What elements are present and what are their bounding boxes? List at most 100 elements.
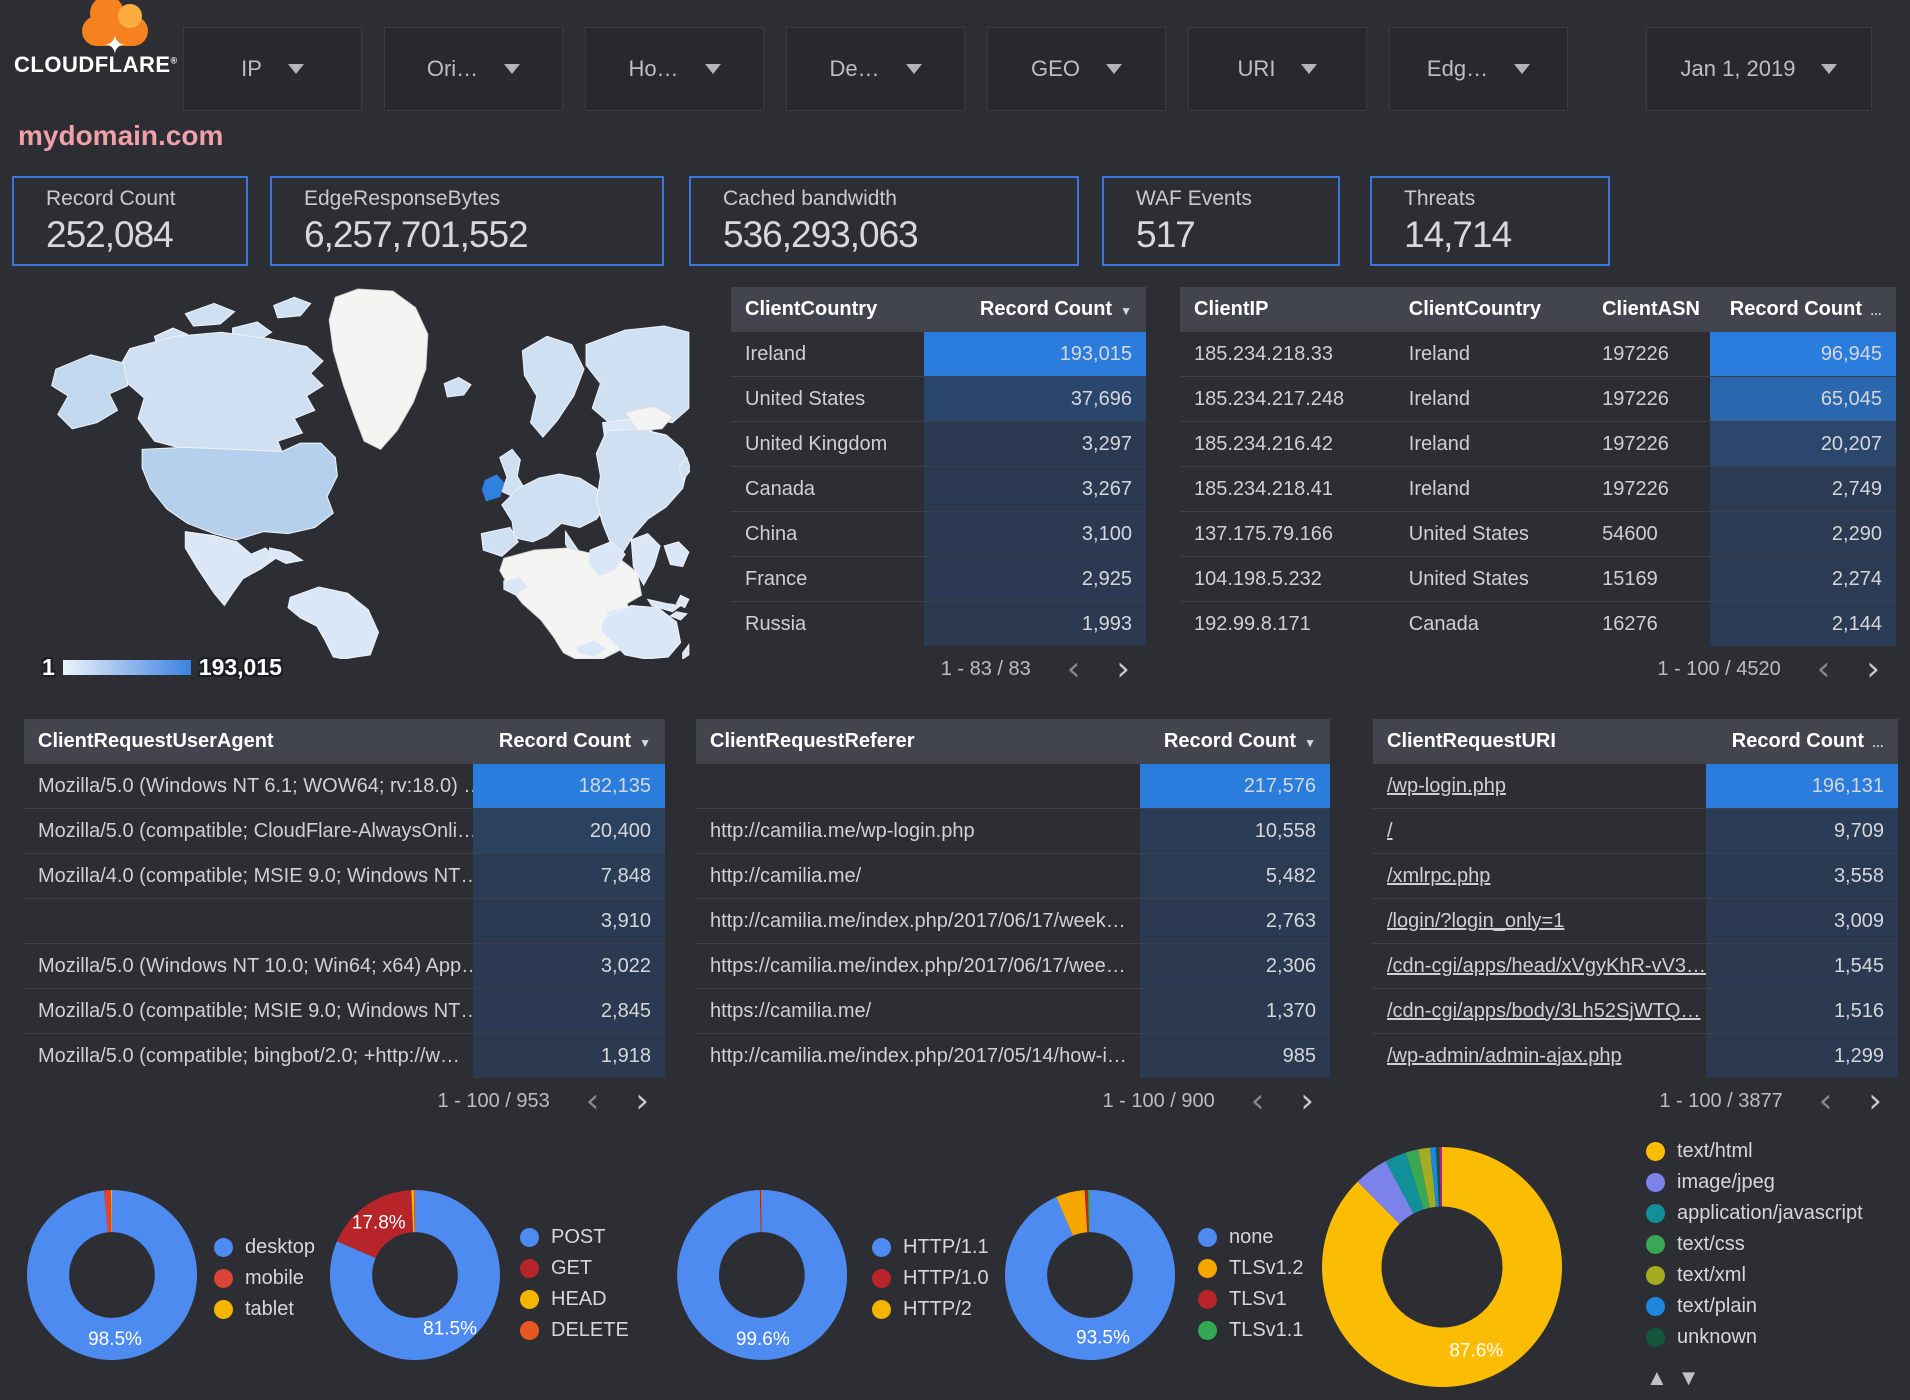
table-header-row: ClientRequestURI Record Count… [1373,719,1898,763]
table-row: Ireland 193,015 [731,331,1146,376]
table-cell: Mozilla/5.0 (Windows NT 10.0; Win64; x64… [38,954,473,977]
table-row: /cdn-cgi/apps/body/3Lh52SjWTQ… 1,516 [1373,988,1898,1033]
table-cell: United Kingdom [745,432,888,455]
filter-chip-label: Edg… [1426,56,1489,81]
filter-chip-ori[interactable]: Ori… [384,27,563,111]
table-user-agent: ClientRequestUserAgent Record Count ▼ Mozil… [24,719,665,1124]
next-page-icon[interactable]: › [1116,649,1130,689]
table-cell[interactable]: / [1387,819,1393,842]
table-row: /cdn-cgi/apps/head/xVgyKhR-vV3… 1,545 [1373,943,1898,988]
record-count-cell: 985 [1139,1034,1330,1078]
column-header-clientrequestreferer[interactable]: ClientRequestReferer [710,729,915,752]
legend-item: GET [520,1253,629,1284]
legend-scroll-down-icon[interactable]: ▼ [1677,1365,1700,1390]
slice-percent-label: 98.5% [88,1329,142,1350]
pie-slice-mobile [104,1190,112,1233]
pie-slice-TLSv1 [1084,1190,1089,1233]
table-cell: Mozilla/5.0 (compatible; MSIE 9.0; Windo… [38,999,473,1022]
table-cell: http://camilia.me/index.php/2017/05/14/h… [710,1044,1127,1067]
filter-chip-edg[interactable]: Edg… [1389,27,1568,111]
scorecard-threats: Threats 14,714 [1370,176,1610,266]
table-row: Mozilla/5.0 (compatible; bingbot/2.0; +h… [24,1033,665,1078]
date-range-filter[interactable]: Jan 1, 2019 [1646,27,1872,111]
table-cell: Ireland [1408,342,1470,365]
filter-chip-uri[interactable]: URI [1188,27,1367,111]
table-header-row: ClientCountry Record Count ▼ [731,287,1146,331]
column-header-clientcountry[interactable]: ClientCountry [745,297,878,320]
record-count-cell: 2,306 [1139,944,1330,988]
record-count-cell: 7,848 [472,854,665,898]
legend-item: text/xml [1646,1260,1863,1291]
legend-item: POST [520,1222,629,1253]
column-header-record count[interactable]: Record Count ▼ [1163,729,1316,752]
previous-page-icon[interactable]: ‹ [1818,1081,1833,1121]
slice-percent-label: 87.6% [1449,1340,1503,1361]
table-pagination: 1 - 100 / 900 ‹ › [696,1078,1330,1124]
column-header-record count[interactable]: Record Count… [1731,729,1884,752]
record-count-cell: 3,100 [923,512,1146,556]
table-cell[interactable]: /xmlrpc.php [1387,864,1491,887]
legend-item-label: HTTP/1.1 [903,1236,989,1258]
next-page-icon[interactable]: › [635,1081,649,1121]
filter-chip-de[interactable]: De… [786,27,965,111]
table-row: Canada 3,267 [731,466,1146,511]
table-cell: 54600 [1602,522,1658,545]
table-row: 185.234.217.248 Ireland 197226 65,045 [1180,376,1896,421]
column-header-clientasn[interactable]: ClientASN [1602,297,1700,320]
previous-page-icon[interactable]: ‹ [1250,1081,1265,1121]
table-cell[interactable]: /wp-login.php [1387,774,1506,797]
column-header-clientcountry[interactable]: ClientCountry [1408,297,1542,320]
next-page-icon[interactable]: › [1866,649,1880,689]
filter-chip-geo[interactable]: GEO [987,27,1166,111]
table-cell[interactable]: /cdn-cgi/apps/head/xVgyKhR-vV3… [1387,954,1707,977]
sort-indicator-icon[interactable]: ▼ [1120,303,1132,318]
column-header-record count[interactable]: Record Count ▼ [979,297,1132,320]
page-title: mydomain.com [18,120,224,151]
record-count-cell: 1,370 [1139,989,1330,1033]
table-row: /wp-admin/admin-ajax.php 1,299 [1373,1033,1898,1078]
legend-dot-icon [1198,1290,1217,1309]
filter-chip-ho[interactable]: Ho… [585,27,764,111]
record-count-cell: 5,482 [1139,854,1330,898]
column-header-record count[interactable]: Record Count… [1729,297,1882,320]
table-cell[interactable]: /login/?login_only=1 [1387,909,1565,932]
dropdown-arrow-icon [1105,64,1122,74]
column-header-clientip[interactable]: ClientIP [1194,297,1269,320]
dropdown-arrow-icon [504,64,521,74]
table-row: Mozilla/5.0 (Windows NT 10.0; Win64; x64… [24,943,665,988]
column-header-record count[interactable]: Record Count ▼ [498,729,651,752]
legend-item-label: tablet [245,1298,294,1320]
column-header-clientrequesturi[interactable]: ClientRequestURI [1387,729,1556,752]
pie-slice-TLSv1.1 [1087,1190,1090,1233]
next-page-icon[interactable]: › [1300,1081,1314,1121]
table-cell[interactable]: /wp-admin/admin-ajax.php [1387,1044,1622,1067]
next-page-icon[interactable]: › [1868,1081,1882,1121]
sort-indicator-icon[interactable]: … [1872,735,1884,750]
legend-pager: ▲ ▼ [1646,1365,1700,1391]
scorecard-edgeresponsebytes: EdgeResponseBytes 6,257,701,552 [270,176,664,266]
previous-page-icon[interactable]: ‹ [1066,649,1081,689]
table-cell: http://camilia.me/index.php/2017/06/17/w… [710,909,1126,932]
sort-indicator-icon[interactable]: ▼ [1304,735,1316,750]
chart-legend-content-type: text/html image/jpeg application/javascrip… [1646,1136,1863,1353]
sort-indicator-icon[interactable]: ▼ [639,735,651,750]
legend-scroll-up-icon[interactable]: ▲ [1646,1365,1668,1390]
pie-slice-image/jpeg [1357,1161,1414,1224]
column-header-clientrequestuseragent[interactable]: ClientRequestUserAgent [38,729,274,752]
record-count-cell: 3,910 [472,899,665,943]
table-cell: 197226 [1602,432,1669,455]
table-cell[interactable]: /cdn-cgi/apps/body/3Lh52SjWTQ… [1387,999,1701,1022]
record-count-cell: 2,763 [1139,899,1330,943]
table-row: 185.234.218.41 Ireland 197226 2,749 [1180,466,1896,511]
table-cell: Mozilla/5.0 (compatible; CloudFlare-Alwa… [38,819,473,842]
record-count-cell: 20,207 [1709,422,1896,466]
table-cell: Canada [1408,612,1479,635]
pie-slice-HTTP/2 [761,1190,762,1233]
previous-page-icon[interactable]: ‹ [585,1081,600,1121]
filter-chip-ip[interactable]: IP [183,27,362,111]
world-map [51,288,692,660]
legend-dot-icon [872,1238,891,1257]
scorecard-value: 517 [1136,214,1196,255]
previous-page-icon[interactable]: ‹ [1816,649,1831,689]
sort-indicator-icon[interactable]: … [1869,303,1882,318]
